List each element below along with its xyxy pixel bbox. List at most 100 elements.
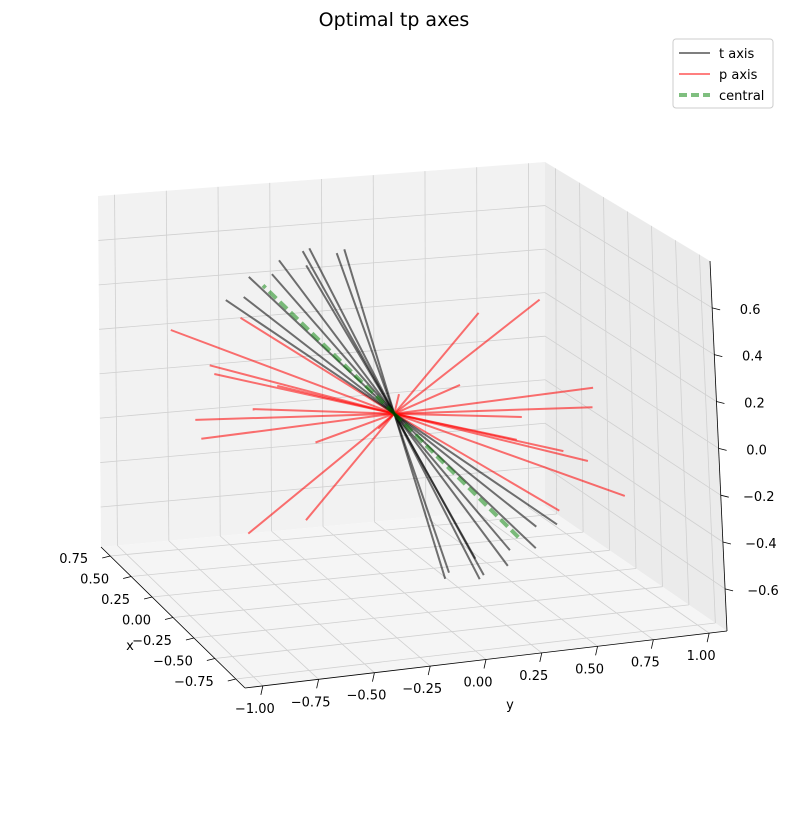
t-axis-segment-12 [393,413,511,551]
grid-y-side-3 [269,182,273,532]
grid-y-floor-5 [374,521,543,654]
grid-x-back-3 [627,211,637,569]
series-central [261,283,523,541]
legend-label-p-axis: p axis [719,68,758,83]
p-axis-segment-12 [393,383,461,415]
grid-x-back-4 [603,197,610,551]
p-axis-segment-13 [394,412,522,418]
p-axis-segment-0 [315,412,395,444]
grid-y-floor-7 [476,511,654,641]
grid-z-back-2 [544,379,721,496]
t-axis-segment-2 [271,273,396,415]
x-tick-0 [227,678,236,682]
z-tick-label-3: 0.0 [746,443,767,458]
z-tick-3 [718,447,727,451]
grid-x-back-5 [579,182,584,533]
t-axis-segment-19 [393,413,485,576]
grid-x-back-6 [555,168,558,514]
grid-y-floor-3 [271,530,431,667]
y-tick-label-0: −1.00 [235,702,275,717]
grid-y-side-1 [165,190,170,541]
y-tick-3 [427,666,431,676]
grid-z-side-4 [99,292,546,330]
grid-y-floor-0 [117,545,264,687]
p-axis-segment-23 [393,298,541,415]
z-tick-label-5: 0.4 [742,350,763,365]
y-tick-8 [706,633,710,643]
z-tick-5 [714,354,723,358]
y-tick-label-7: 0.75 [631,656,660,671]
chart-title: Optimal tp axes [319,9,470,31]
y-tick-label-2: −0.50 [347,689,387,704]
p-axis-segment-18 [393,412,560,512]
z-tick-label-1: −0.4 [745,537,777,552]
z-tick-label-4: 0.2 [744,397,765,412]
y-tick-7 [650,639,654,649]
grid-y-floor-6 [425,516,598,647]
central-segment-0 [261,283,396,416]
grid-z-side-2 [99,379,546,419]
x-tick-label-6: 0.75 [59,552,88,567]
p-axis-segment-19 [394,412,518,441]
grid-y-floor-1 [168,540,319,680]
y-tick-2 [372,672,375,682]
p-axis-segment-16 [394,386,594,415]
grid-lines [98,163,726,687]
y-tick-5 [539,652,543,662]
pane-floor [101,506,727,688]
series-layer [170,247,626,580]
tick-marks [102,307,734,695]
x-axis-label: x [126,639,134,654]
t-axis-segment-9 [301,250,396,415]
x-tick-label-2: −0.25 [132,634,172,649]
grid-x-back-2 [651,225,663,587]
x-tick-label-3: 0.00 [122,614,151,629]
p-axis-segment-21 [393,312,480,415]
z-tick-4 [716,401,725,404]
y-tick-label-4: 0.00 [464,676,493,691]
x-tick-1 [206,658,215,661]
p-axis-segment-8 [393,393,400,414]
z-tick-label-2: −0.2 [743,490,775,505]
z-tick-0 [724,588,734,592]
p-axis-segment-7 [276,384,395,415]
grid-z-back-0 [544,466,726,590]
series-p-axis [170,298,626,535]
grid-y-side-2 [217,186,221,536]
legend-box [672,38,774,109]
z-tick-label-0: −0.6 [747,584,779,599]
x-tick-6 [102,555,111,559]
p-axis-segment-11 [247,412,395,535]
z-tick-1 [722,541,732,545]
tick-labels: −0.75 −0.50 −0.25 0.00 0.25 0.50 0.75 −1.00 −0.7… [59,303,779,717]
grid-y-floor-4 [322,526,487,660]
z-tick-2 [720,494,729,498]
t-axis-segment-7 [343,249,396,414]
t-axis-segment-0 [225,299,395,415]
y-tick-4 [483,659,487,669]
grid-z-back-6 [544,205,713,309]
grid-z-back-4 [544,292,717,402]
y-tick-label-8: 1.00 [687,649,716,664]
grid-y-side-4 [321,178,324,527]
p-axis-segment-3 [195,412,395,421]
t-axis-segment-13 [393,413,509,567]
x-tick-2 [185,637,195,641]
x-tick-label-4: 0.25 [101,593,130,608]
grid-y-floor-8 [528,507,710,634]
grid-y-floor-2 [219,535,375,673]
grid-z-back-3 [544,335,719,449]
grid-z-side-3 [99,335,546,375]
grid-x-back-1 [675,240,690,605]
z-tick-6 [712,307,721,311]
grid-z-back-5 [544,248,715,356]
legend-label-t-axis: t axis [719,47,755,62]
p-axis-segment-9 [305,413,396,521]
z-axis-line [709,260,728,632]
y-tick-6 [595,646,598,656]
p-axis-segment-1 [252,408,395,415]
p-axis-segment-15 [394,406,593,415]
x-tick-label-0: −0.75 [174,675,214,690]
y-tick-0 [260,685,264,695]
